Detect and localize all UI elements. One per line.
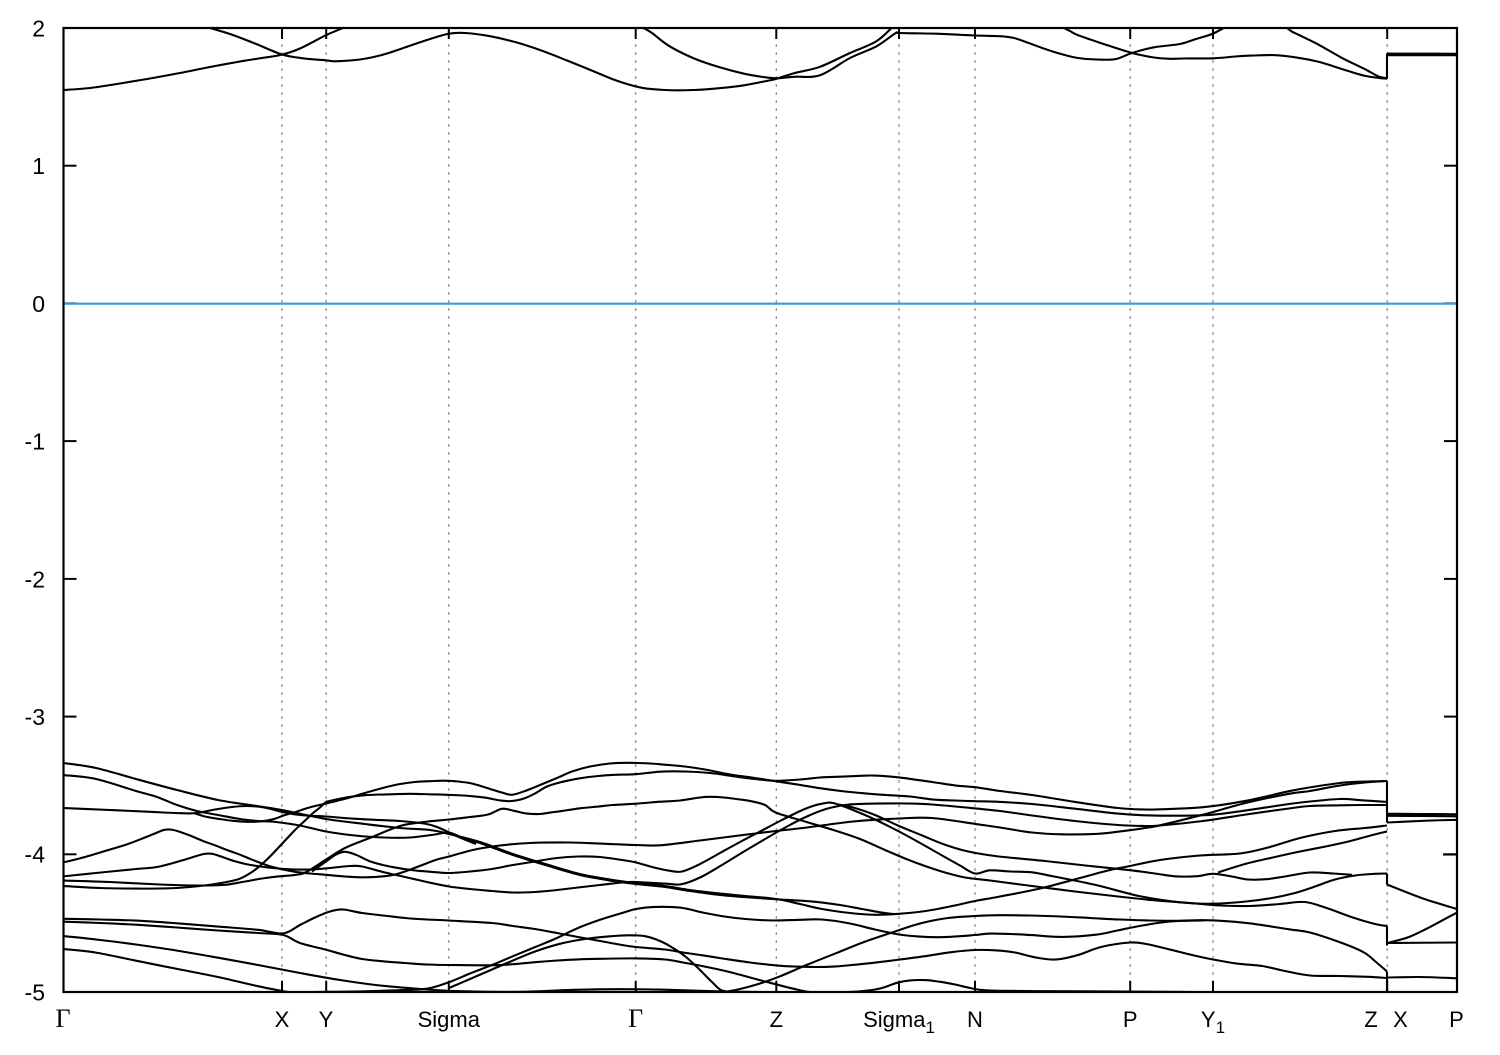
svg-text:Sigma: Sigma xyxy=(418,1007,481,1032)
svg-text:-5: -5 xyxy=(25,979,45,1005)
svg-text:2: 2 xyxy=(32,15,45,41)
svg-text:-3: -3 xyxy=(25,704,45,730)
svg-text:1: 1 xyxy=(32,153,45,179)
svg-text:0: 0 xyxy=(32,291,45,317)
svg-text:X: X xyxy=(275,1007,290,1032)
svg-text:Z: Z xyxy=(770,1007,783,1032)
svg-text:-4: -4 xyxy=(25,842,46,868)
svg-text:-2: -2 xyxy=(25,566,45,592)
svg-text:Y: Y xyxy=(319,1007,334,1032)
svg-text:P: P xyxy=(1123,1007,1138,1032)
svg-text:Γ: Γ xyxy=(55,1004,70,1033)
svg-text:Z: Z xyxy=(1364,1007,1377,1032)
svg-text:X: X xyxy=(1393,1007,1408,1032)
svg-text:N: N xyxy=(967,1007,983,1032)
svg-text:Γ: Γ xyxy=(628,1004,643,1033)
svg-text:P: P xyxy=(1449,1007,1464,1032)
svg-text:-1: -1 xyxy=(25,429,45,455)
